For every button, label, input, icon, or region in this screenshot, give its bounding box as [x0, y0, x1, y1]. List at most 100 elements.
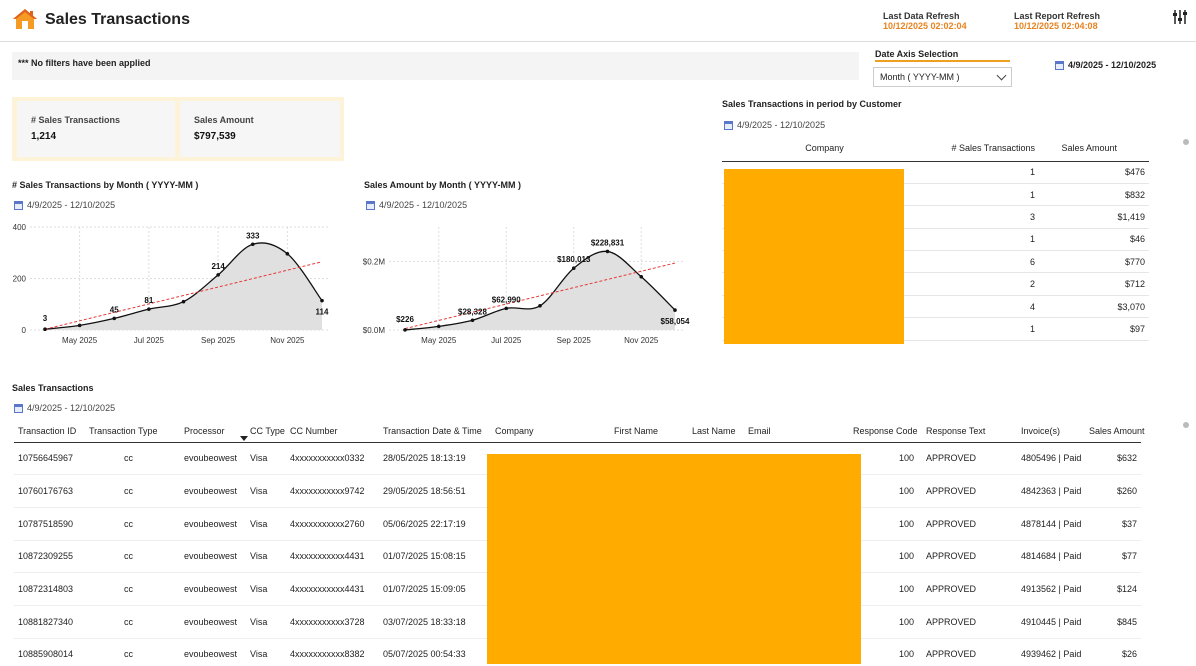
chart-sales-amount-by-month: $0.0M $0.2M May 2025 Jul 2025 Sep 2025 Nov 20…	[363, 227, 690, 345]
col-response-text[interactable]: Response Text	[926, 425, 986, 436]
cc-number-cell: 4xxxxxxxxxxx4431	[286, 540, 379, 574]
col-cc-number[interactable]: CC Number	[290, 425, 338, 436]
col-response-code[interactable]: Response Code	[853, 425, 918, 436]
x-tick-label: Sep 2025	[557, 336, 592, 345]
transactions-cell: 1	[927, 317, 1057, 341]
col-transaction-id[interactable]: Transaction ID	[18, 425, 77, 436]
transaction-type-cell: cc	[85, 540, 172, 574]
col-transactions[interactable]: # Sales Transactions	[951, 142, 1035, 153]
sales-amount-cell: $46	[1057, 228, 1149, 252]
kpi-transactions-value: 1,214	[31, 131, 57, 142]
col-sales-amount[interactable]: Sales Amount	[1061, 142, 1117, 153]
x-tick-label: Nov 2025	[270, 336, 305, 345]
data-point	[403, 328, 407, 332]
transaction-datetime-cell: 01/07/2025 15:09:05	[379, 572, 491, 606]
data-label: $28,328	[458, 307, 487, 316]
date-range-picker[interactable]: 4/9/2025 - 12/10/2025	[1055, 60, 1156, 70]
col-sales-amount[interactable]: Sales Amount	[1089, 425, 1145, 436]
col-cc-type[interactable]: CC Type	[236, 420, 286, 442]
response-text-cell: APPROVED	[922, 638, 1011, 666]
last-report-refresh-value: 10/12/2025 02:04:08	[1014, 21, 1098, 31]
response-code-cell: 100	[849, 605, 922, 639]
x-tick-label: Nov 2025	[624, 336, 659, 345]
kpi-card-sales-amount: Sales Amount $797,539	[180, 101, 340, 157]
x-tick-label: Jul 2025	[134, 336, 165, 345]
x-tick-label: Sep 2025	[201, 336, 236, 345]
cc-number-cell: 4xxxxxxxxxxx3728	[286, 605, 379, 639]
data-point	[571, 266, 576, 270]
col-processor[interactable]: Processor	[184, 425, 225, 436]
trend-line	[404, 262, 676, 330]
transaction-id-cell: 10872309255	[14, 540, 85, 574]
data-label: 214	[211, 262, 225, 271]
scrollbar-thumb[interactable]	[1183, 139, 1189, 145]
data-point	[504, 306, 509, 311]
sales-amount-cell: $260	[1085, 474, 1141, 508]
series-area	[45, 242, 322, 330]
col-transaction-datetime[interactable]: Transaction Date & Time	[383, 425, 482, 436]
col-transaction-type[interactable]: Transaction Type	[89, 425, 158, 436]
customer-table-date-text: 4/9/2025 - 12/10/2025	[737, 120, 826, 130]
col-last-name[interactable]: Last Name	[692, 425, 736, 436]
kpi-transactions-label: # Sales Transactions	[31, 115, 121, 125]
cc-number-cell: 4xxxxxxxxxxx4431	[286, 572, 379, 606]
data-point	[538, 303, 542, 308]
col-company[interactable]: Company	[495, 425, 534, 436]
processor-cell: evoubeowest	[172, 540, 237, 574]
processor-cell: evoubeowest	[172, 442, 237, 476]
col-company[interactable]: Company	[805, 142, 844, 153]
transaction-id-cell: 10885908014	[14, 638, 85, 666]
calendar-icon	[1055, 60, 1064, 70]
chart2-title: Sales Amount by Month ( YYYY-MM )	[364, 180, 522, 190]
cc-number-cell: 4xxxxxxxxxxx9742	[286, 474, 379, 508]
cc-type-cell: Visa	[236, 605, 286, 639]
tx-table-wrap: Transaction ID Transaction Type Processo…	[14, 420, 1145, 666]
sales-amount-cell: $1,419	[1057, 205, 1149, 229]
table-row[interactable]: 10756645967 cc evoubeowest Visa 4xxxxxxxxxxx…	[14, 442, 1141, 476]
date-axis-dropdown[interactable]: Month ( YYYY-MM )	[873, 67, 1012, 87]
transaction-id-cell: 10756645967	[14, 442, 85, 476]
transaction-type-cell: cc	[85, 474, 172, 508]
transactions-cell: 2	[927, 272, 1057, 296]
response-text-cell: APPROVED	[922, 540, 1011, 574]
col-first-name[interactable]: First Name	[614, 425, 659, 436]
filters-text: *** No filters have been applied	[18, 58, 151, 68]
cc-type-cell: Visa	[236, 638, 286, 666]
transactions-cell: 3	[927, 205, 1057, 229]
date-axis-label: Date Axis Selection	[875, 49, 959, 59]
last-data-refresh: Last Data Refresh 10/12/2025 02:02:04	[883, 11, 967, 31]
data-point	[250, 242, 255, 247]
scrollbar-thumb[interactable]	[1183, 422, 1189, 428]
sales-amount-cell: $476	[1057, 161, 1149, 184]
processor-cell: evoubeowest	[172, 605, 237, 639]
response-code-cell: 100	[849, 540, 922, 574]
col-email[interactable]: Email	[748, 425, 771, 436]
sales-amount-cell: $37	[1085, 507, 1141, 541]
data-label: 81	[144, 296, 153, 305]
response-text-cell: APPROVED	[922, 605, 1011, 639]
data-point	[181, 299, 186, 304]
sort-down-icon[interactable]	[240, 436, 248, 441]
data-point	[673, 308, 677, 312]
calendar-icon	[14, 200, 23, 210]
data-point	[320, 298, 324, 303]
tx-table-title: Sales Transactions	[12, 383, 94, 393]
page-title: Sales Transactions	[45, 11, 190, 28]
col-invoices[interactable]: Invoice(s)	[1021, 425, 1061, 436]
data-label: $180,013	[557, 255, 591, 264]
cc-number-cell: 4xxxxxxxxxxx2760	[286, 507, 379, 541]
transaction-datetime-cell: 03/07/2025 18:33:18	[379, 605, 491, 639]
last-report-refresh: Last Report Refresh 10/12/2025 02:04:08	[1014, 11, 1100, 31]
data-label: 45	[110, 305, 119, 314]
filters-bar: *** No filters have been applied	[12, 52, 859, 80]
processor-cell: evoubeowest	[172, 638, 237, 666]
transactions-cell: 1	[927, 183, 1057, 207]
last-report-refresh-label: Last Report Refresh	[1014, 11, 1101, 21]
home-icon[interactable]	[12, 7, 38, 31]
transaction-datetime-cell: 29/05/2025 18:56:51	[379, 474, 491, 508]
transaction-type-cell: cc	[85, 507, 172, 541]
filter-sliders-icon[interactable]	[1172, 9, 1188, 25]
data-point	[639, 274, 644, 279]
response-code-cell: 100	[849, 442, 922, 476]
